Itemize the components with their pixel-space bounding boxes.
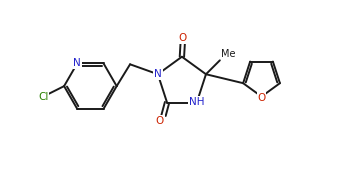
Text: N: N [154,69,162,79]
Text: O: O [257,93,266,103]
Text: O: O [178,33,187,43]
Text: N: N [73,58,81,68]
Text: Cl: Cl [38,92,48,102]
Text: Me: Me [221,49,235,59]
Text: O: O [155,116,164,126]
Text: NH: NH [189,97,205,107]
